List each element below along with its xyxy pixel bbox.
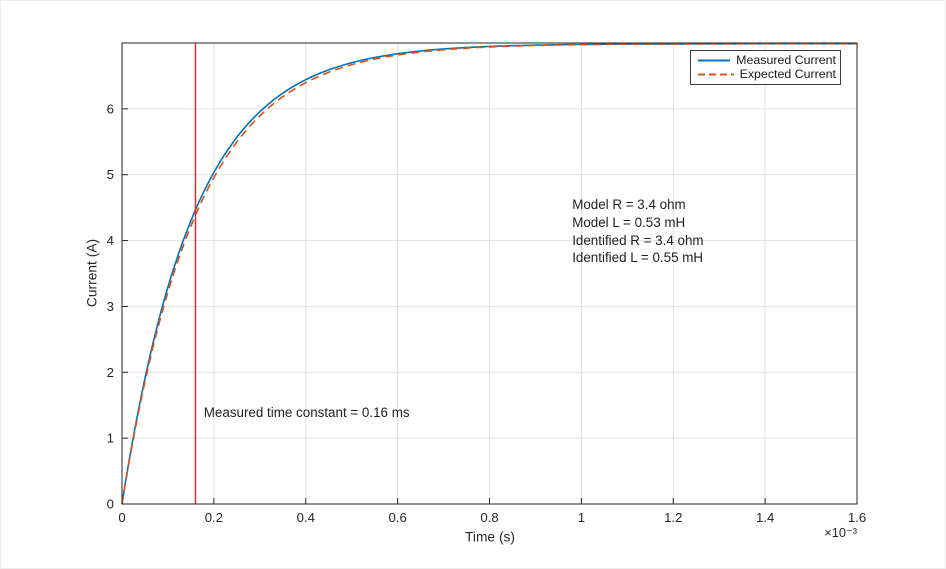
x-tick-label: 1.2 — [664, 510, 682, 525]
legend-label: Expected Current — [739, 67, 836, 81]
model-info-line-2: Model L = 0.53 mH — [572, 215, 686, 231]
x-tick-label: 1 — [578, 510, 585, 525]
y-tick-label: 2 — [107, 365, 114, 380]
x-tick-label: 0.2 — [205, 510, 223, 525]
x-axis-multiplier-label: ×10⁻³ — [824, 525, 857, 540]
y-tick-label: 1 — [107, 431, 114, 446]
y-axis-label: Current (A) — [84, 238, 100, 308]
model-info-line-1: Model R = 3.4 ohm — [572, 197, 686, 213]
x-tick-label: 1.4 — [756, 510, 774, 525]
y-tick-label: 5 — [107, 167, 114, 182]
model-info-line-3: Identified R = 3.4 ohm — [572, 232, 704, 248]
series-expected-current — [121, 42, 857, 505]
model-info-line-4: Identified L = 0.55 mH — [572, 250, 704, 266]
model-info-annotation: Model R = 3.4 ohm Model L = 0.53 mH Iden… — [572, 196, 703, 266]
legend: Measured Current Expected Current — [690, 50, 841, 85]
legend-entry: Measured Current — [697, 53, 836, 67]
x-tick-label: 0.6 — [388, 510, 406, 525]
x-axis-label: Time (s) — [464, 529, 516, 545]
legend-entry: Expected Current — [697, 67, 836, 81]
x-tick-label: 0.8 — [480, 510, 498, 525]
legend-line-sample — [698, 59, 731, 61]
legend-label: Measured Current — [736, 53, 836, 67]
y-tick-label: 3 — [107, 299, 114, 314]
y-tick-label: 4 — [107, 233, 114, 248]
y-tick-label: 6 — [107, 101, 114, 116]
y-tick-label: 0 — [107, 497, 114, 512]
legend-line-sample — [698, 73, 734, 75]
x-tick-label: 0.4 — [297, 510, 315, 525]
x-tick-label: 1.6 — [848, 510, 866, 525]
time-constant-annotation: Measured time constant = 0.16 ms — [203, 404, 410, 420]
x-tick-label: 0 — [118, 510, 125, 525]
